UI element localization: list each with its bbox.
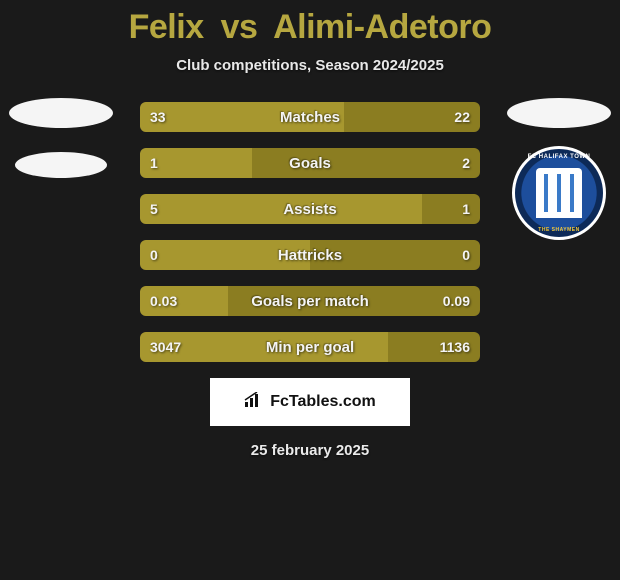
stat-value-left: 5 bbox=[150, 194, 158, 224]
stat-row: Matches33 22 bbox=[140, 102, 480, 132]
vs-label: vs bbox=[221, 8, 258, 46]
snapshot-date: 25 february 2025 bbox=[0, 442, 620, 459]
stat-label: Goals per match bbox=[140, 286, 480, 316]
club-name-bottom: THE SHAYMEN bbox=[515, 227, 603, 233]
stat-value-right: 22 bbox=[454, 102, 470, 132]
player1-avatar-placeholder bbox=[9, 98, 113, 128]
player1-name: Felix bbox=[129, 8, 204, 46]
stat-row: Hattricks0 0 bbox=[140, 240, 480, 270]
stat-label: Hattricks bbox=[140, 240, 480, 270]
player2-name: Alimi-Adetoro bbox=[273, 8, 491, 46]
comparison-title: Felix vs Alimi-Adetoro bbox=[0, 0, 620, 47]
stat-value-right: 1 bbox=[462, 194, 470, 224]
stat-value-left: 1 bbox=[150, 148, 158, 178]
stat-row: Goals1 2 bbox=[140, 148, 480, 178]
stat-row: Min per goal3047 1136 bbox=[140, 332, 480, 362]
player2-avatar-placeholder bbox=[507, 98, 611, 128]
stat-value-right: 2 bbox=[462, 148, 470, 178]
stat-value-right: 0.09 bbox=[443, 286, 470, 316]
club-name-top: FC HALIFAX TOWN bbox=[515, 154, 603, 160]
stat-value-left: 33 bbox=[150, 102, 166, 132]
source-attribution: FcTables.com bbox=[210, 378, 410, 426]
stat-value-left: 0.03 bbox=[150, 286, 177, 316]
stat-value-left: 3047 bbox=[150, 332, 181, 362]
stat-value-right: 0 bbox=[462, 240, 470, 270]
stat-value-right: 1136 bbox=[440, 332, 470, 362]
player2-avatar-block: FC HALIFAX TOWN THE SHAYMEN bbox=[504, 98, 614, 240]
stat-row: Goals per match0.03 0.09 bbox=[140, 286, 480, 316]
player1-club-placeholder bbox=[15, 152, 107, 178]
stat-label: Goals bbox=[140, 148, 480, 178]
stat-row: Assists5 1 bbox=[140, 194, 480, 224]
chart-bar-icon bbox=[244, 392, 264, 413]
stat-bars: Matches3322Goals12Assists51Hattricks00Go… bbox=[140, 102, 480, 362]
player1-avatar-block bbox=[6, 98, 116, 178]
source-site: FcTables.com bbox=[270, 393, 376, 411]
stat-value-left: 0 bbox=[150, 240, 158, 270]
player2-club-badge: FC HALIFAX TOWN THE SHAYMEN bbox=[512, 146, 606, 240]
stat-label: Assists bbox=[140, 194, 480, 224]
club-shield-icon bbox=[536, 168, 582, 218]
subtitle: Club competitions, Season 2024/2025 bbox=[0, 57, 620, 74]
comparison-arena: FC HALIFAX TOWN THE SHAYMEN Matches33 22 G… bbox=[0, 102, 620, 362]
stat-label: Min per goal bbox=[140, 332, 480, 362]
stat-label: Matches bbox=[140, 102, 480, 132]
